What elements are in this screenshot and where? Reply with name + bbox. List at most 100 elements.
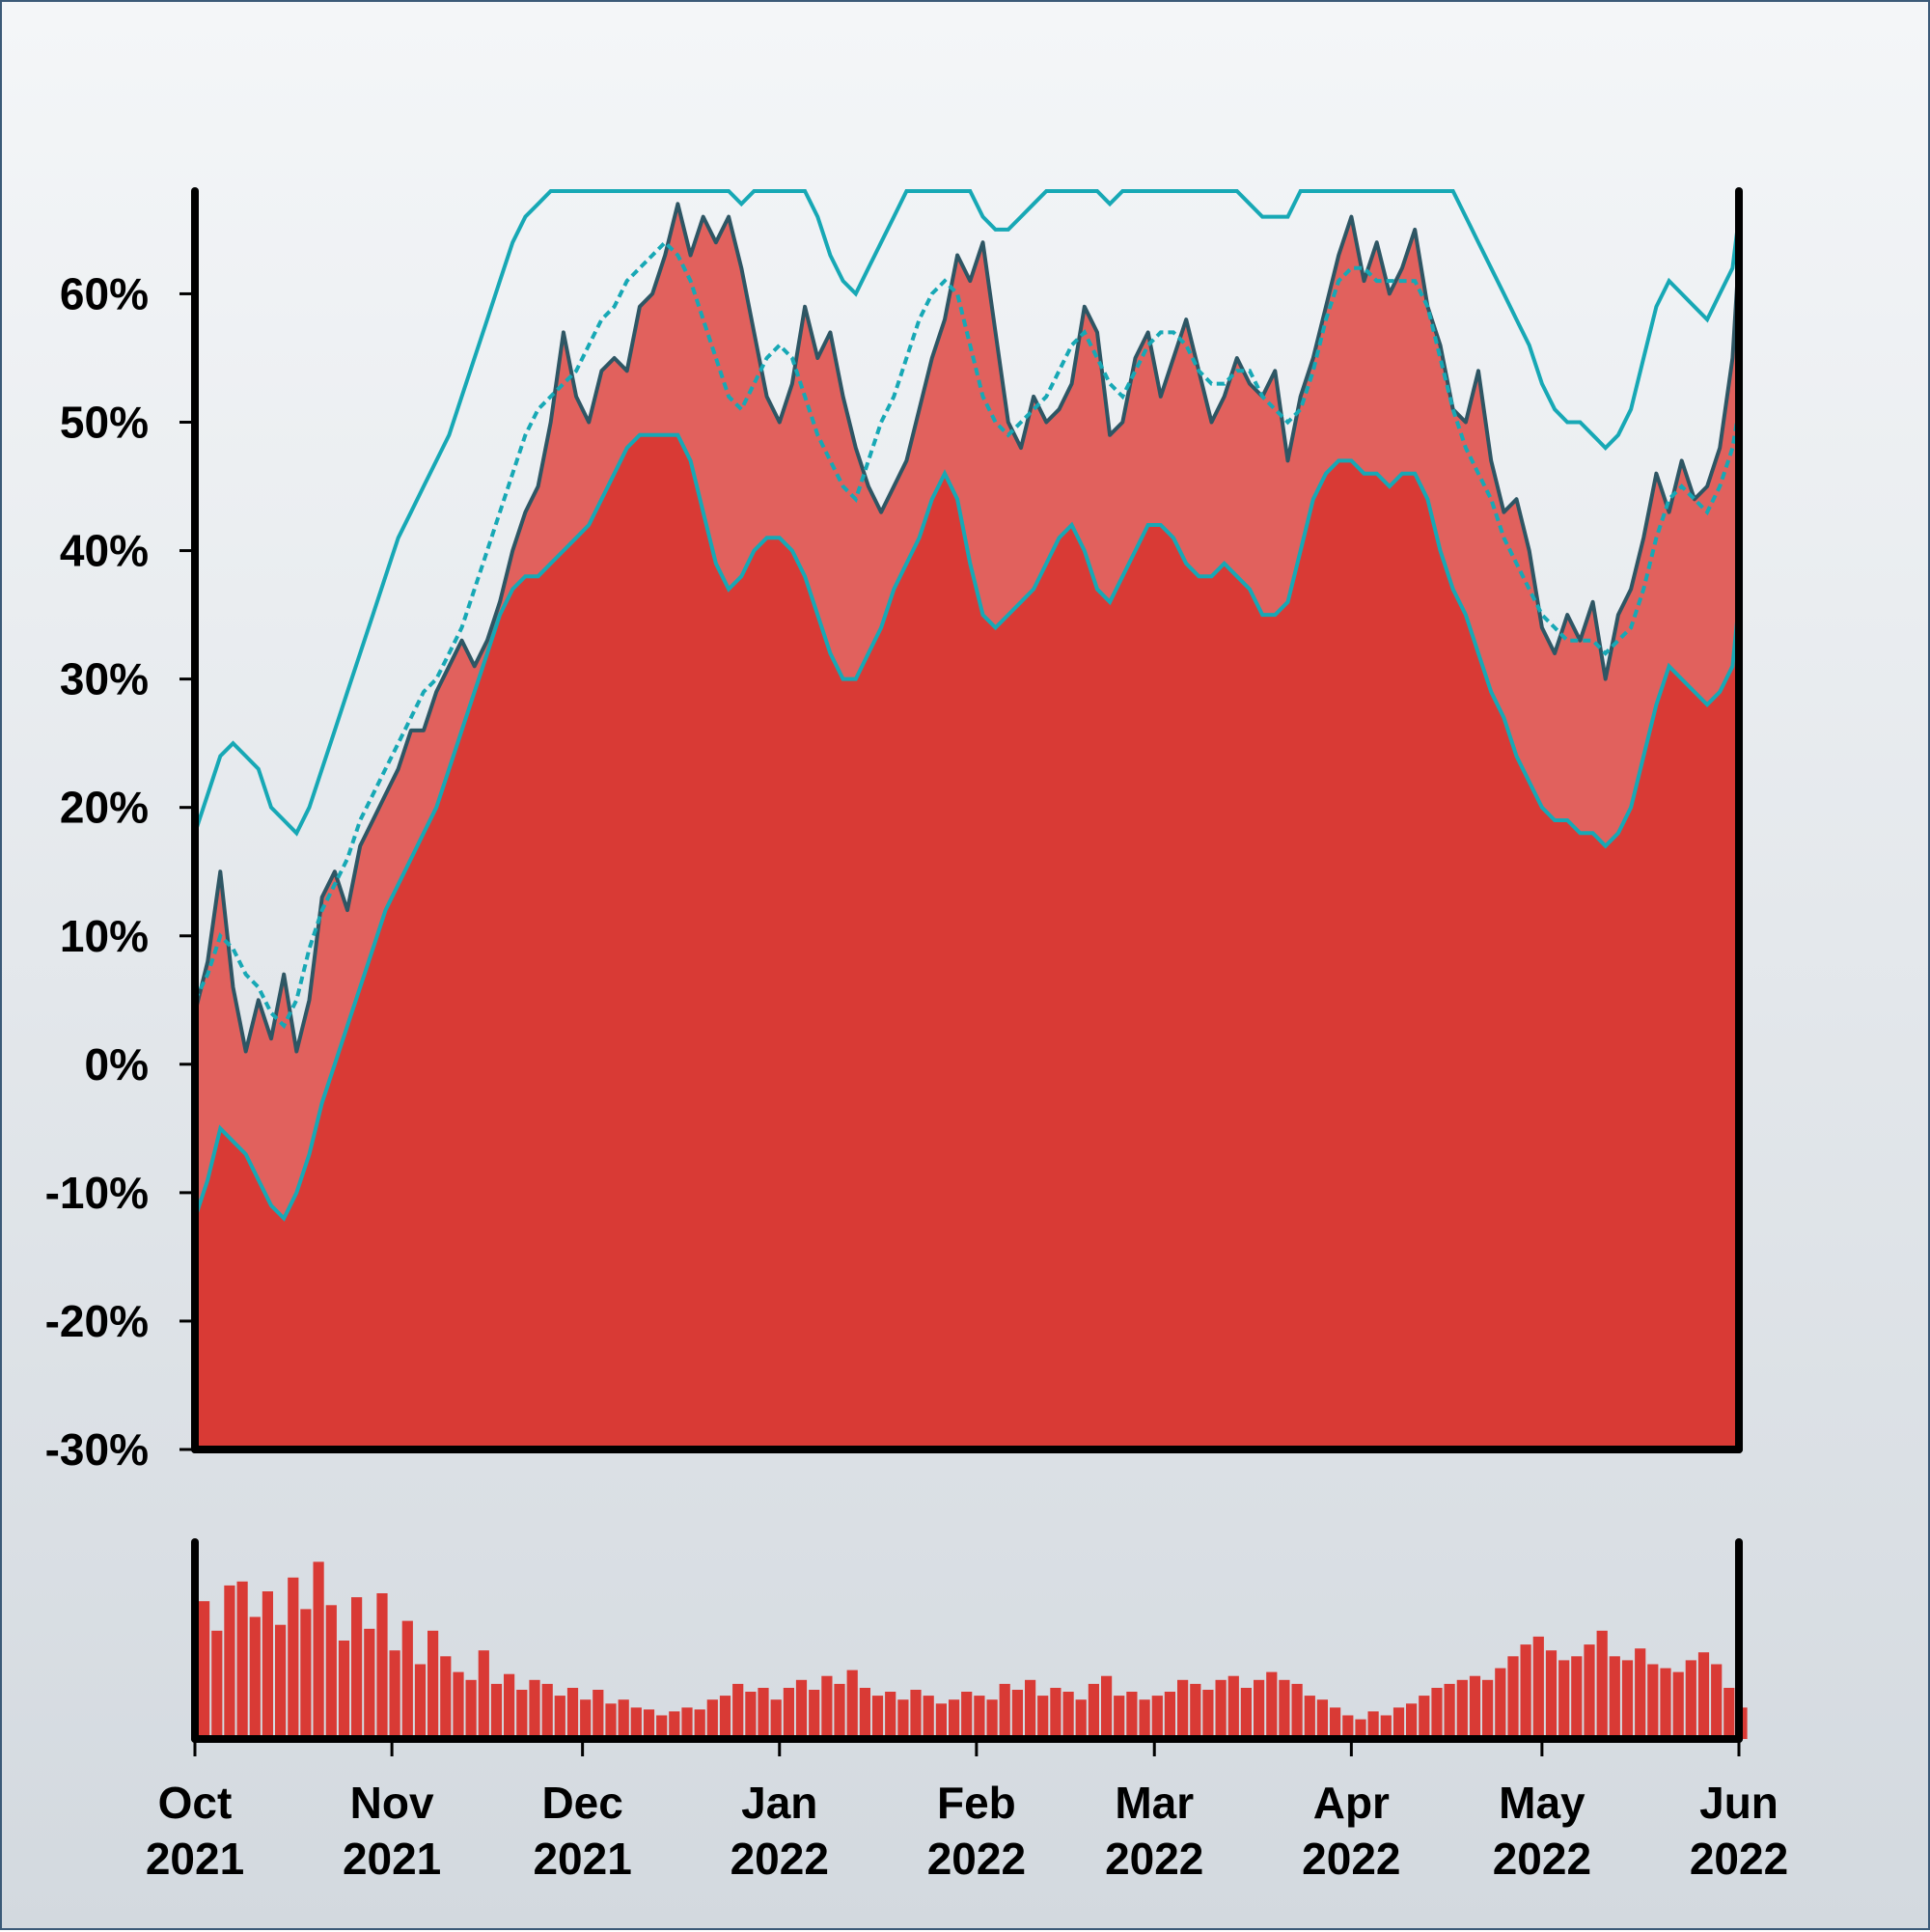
volume-bar xyxy=(1532,1636,1544,1739)
x-tick-label-year: 2022 xyxy=(731,1834,829,1884)
volume-bar xyxy=(325,1605,337,1739)
volume-bar xyxy=(1609,1656,1620,1739)
x-tick-label-month: Jun xyxy=(1699,1778,1778,1828)
x-tick-label-month: Apr xyxy=(1313,1778,1390,1828)
volume-bar xyxy=(1202,1690,1214,1739)
volume-bar xyxy=(745,1692,757,1739)
volume-bar xyxy=(706,1699,718,1739)
volume-bar xyxy=(999,1683,1010,1739)
volume-bar xyxy=(1062,1692,1074,1739)
volume-bar xyxy=(427,1630,439,1739)
volume-bar xyxy=(490,1683,503,1739)
volume-bar xyxy=(1380,1715,1392,1739)
volume-bar xyxy=(949,1699,960,1739)
volume-bar xyxy=(453,1671,464,1739)
volume-bar xyxy=(1037,1696,1049,1739)
volume-bar xyxy=(414,1664,427,1739)
volume-bar xyxy=(338,1641,350,1739)
volume-bar xyxy=(1316,1699,1328,1739)
volume-bar xyxy=(440,1656,452,1739)
volume-bar xyxy=(1025,1679,1036,1739)
volume-bar xyxy=(758,1688,769,1739)
volume-bar xyxy=(1291,1683,1303,1739)
volume-bar xyxy=(1558,1660,1570,1739)
volume-bar xyxy=(846,1670,858,1739)
volume-bar xyxy=(1482,1679,1494,1739)
volume-bar xyxy=(1635,1648,1646,1739)
x-tick-label-month: Feb xyxy=(937,1778,1016,1828)
volume-bar xyxy=(211,1630,223,1739)
volume-bar xyxy=(1075,1699,1087,1739)
x-tick-label-month: May xyxy=(1499,1778,1585,1828)
volume-bar xyxy=(465,1679,477,1739)
volume-bar xyxy=(1367,1711,1379,1739)
volume-bar xyxy=(1254,1679,1265,1739)
volume-bar xyxy=(669,1711,680,1739)
volume-bar xyxy=(199,1601,210,1739)
volume-bar xyxy=(1660,1668,1671,1739)
x-tick-label-month: Jan xyxy=(741,1778,817,1828)
volume-bar xyxy=(1050,1688,1062,1739)
main-panel xyxy=(193,189,1741,1449)
volume-bar xyxy=(1392,1707,1405,1739)
volume-bar xyxy=(1279,1679,1290,1739)
volume-bar xyxy=(376,1593,388,1739)
volume-bar xyxy=(1444,1683,1455,1739)
volume-bar xyxy=(618,1699,629,1739)
volume-bar xyxy=(554,1696,565,1739)
x-tick-label-year: 2022 xyxy=(1105,1834,1203,1884)
volume-bar xyxy=(783,1688,794,1739)
x-tick-label-year: 2022 xyxy=(1493,1834,1591,1884)
volume-bar xyxy=(1266,1671,1278,1739)
lower-band-area xyxy=(195,434,1739,1449)
volume-bar xyxy=(389,1650,400,1739)
volume-bar xyxy=(1406,1703,1418,1739)
x-tick-label-year: 2021 xyxy=(533,1834,631,1884)
volume-bar xyxy=(504,1673,515,1739)
volume-bar xyxy=(249,1616,261,1739)
volume-bar xyxy=(1304,1696,1315,1739)
y-tick-label: -10% xyxy=(45,1168,149,1218)
volume-bar xyxy=(1151,1696,1163,1739)
volume-bar xyxy=(1711,1664,1723,1739)
lower-band-line xyxy=(193,432,1741,1222)
volume-bar xyxy=(1419,1696,1430,1739)
volume-bar xyxy=(897,1699,909,1739)
x-axis: Oct 2021 Nov 2021 Dec 2021 Jan 2022 Feb 2022 Mar 20… xyxy=(146,1739,1788,1884)
y-tick-label: 10% xyxy=(60,911,149,961)
volume-bar xyxy=(923,1696,934,1739)
volume-bar xyxy=(885,1692,896,1739)
volume-bar xyxy=(516,1690,528,1739)
x-tick-label-month: Mar xyxy=(1115,1778,1194,1828)
volume-bar xyxy=(795,1679,808,1739)
volume-bar xyxy=(1190,1683,1201,1739)
volume-bar xyxy=(1621,1660,1634,1739)
volume-bar xyxy=(224,1585,235,1739)
volume-bar xyxy=(974,1696,985,1739)
volume-bar xyxy=(694,1709,705,1739)
volume-bar xyxy=(1672,1671,1684,1739)
volume-bar xyxy=(478,1650,489,1739)
volume-bar xyxy=(1697,1652,1710,1739)
volume-bar xyxy=(593,1690,604,1739)
x-tick-label-month: Oct xyxy=(158,1778,233,1828)
volume-bar xyxy=(1101,1675,1113,1739)
x-tick-label-year: 2021 xyxy=(146,1834,244,1884)
value-line xyxy=(193,202,1741,1054)
volume-bar xyxy=(1342,1715,1354,1739)
volume-bar xyxy=(1215,1679,1227,1739)
volume-bar xyxy=(834,1683,845,1739)
volume-bar xyxy=(656,1715,668,1739)
y-tick-label: 60% xyxy=(60,268,149,318)
volume-bar xyxy=(732,1683,744,1739)
volume-bar xyxy=(770,1699,782,1739)
volume-bar xyxy=(809,1690,820,1739)
volume-bar xyxy=(1431,1688,1443,1739)
volume-bar xyxy=(630,1707,642,1739)
volume-bar xyxy=(351,1597,363,1739)
x-tick-label-year: 2021 xyxy=(343,1834,441,1884)
volume-bar xyxy=(719,1696,731,1739)
volume-bar xyxy=(1227,1675,1239,1739)
